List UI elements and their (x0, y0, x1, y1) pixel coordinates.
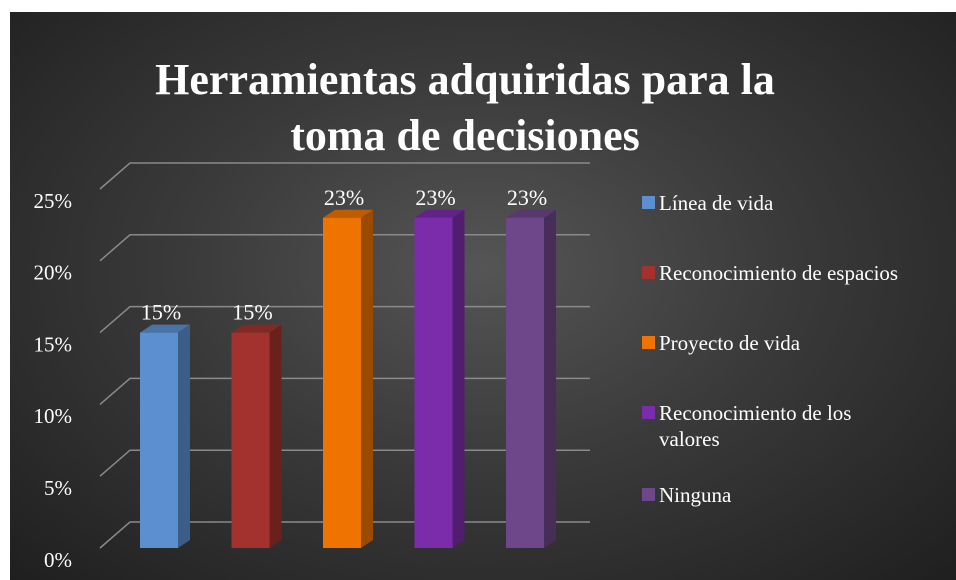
bar (323, 209, 373, 548)
bar (414, 209, 465, 548)
bar-side (544, 209, 556, 548)
legend-swatch (642, 488, 655, 501)
y-tick-label: 25% (34, 189, 73, 213)
legend-item: Ninguna (642, 482, 942, 508)
legend-swatch (642, 196, 655, 209)
data-label: 23% (415, 185, 455, 210)
bar-top (231, 324, 282, 333)
chart: 0% 5% 10% 15% 20% 25% 15% 15% 23% 23% 23% (34, 162, 590, 572)
y-tick-label: 15% (34, 332, 73, 356)
legend-label: Reconocimiento de espacios (659, 261, 899, 285)
legend-swatch (642, 266, 655, 279)
bar-front (140, 332, 178, 548)
data-label: 23% (507, 185, 547, 210)
chart-area: 0% 5% 10% 15% 20% 25% 15% 15% 23% 23% 23% Herramie… (10, 12, 956, 580)
bar-front (323, 217, 361, 548)
bar-front (414, 217, 453, 548)
bar-top (414, 209, 465, 218)
bar-side (269, 324, 282, 548)
legend-swatch (642, 406, 655, 419)
bar-front (506, 217, 544, 548)
y-tick-label: 0% (44, 548, 72, 572)
bar-top (323, 209, 373, 218)
bar-front (231, 332, 270, 548)
legend-label: Ninguna (659, 483, 732, 507)
legend-label: Reconocimiento de los valores (659, 401, 852, 451)
bar-top (140, 324, 190, 333)
legend-swatch (642, 336, 655, 349)
y-tick-label: 20% (34, 261, 73, 285)
bar-side (452, 209, 465, 548)
legend-item: Reconocimiento de los valores (642, 400, 942, 452)
bar (506, 209, 556, 548)
bar-top (506, 209, 556, 218)
legend-label: Proyecto de vida (659, 331, 801, 355)
grid-line (99, 162, 590, 190)
data-label: 15% (232, 300, 272, 325)
bar-side (361, 209, 373, 548)
chart-title: Herramientas adquiridas para la toma de … (155, 55, 775, 160)
data-label: 15% (141, 300, 181, 325)
data-label: 23% (324, 185, 364, 210)
bar (140, 324, 190, 548)
y-tick-label: 5% (44, 476, 72, 500)
legend-item: Proyecto de vida (642, 330, 942, 356)
bar-side (178, 324, 190, 548)
bar (231, 324, 282, 548)
legend-item: Línea de vida (642, 190, 942, 216)
legend-label: Línea de vida (659, 191, 774, 215)
legend-item: Reconocimiento de espacios (642, 260, 942, 286)
y-tick-label: 10% (34, 404, 73, 428)
